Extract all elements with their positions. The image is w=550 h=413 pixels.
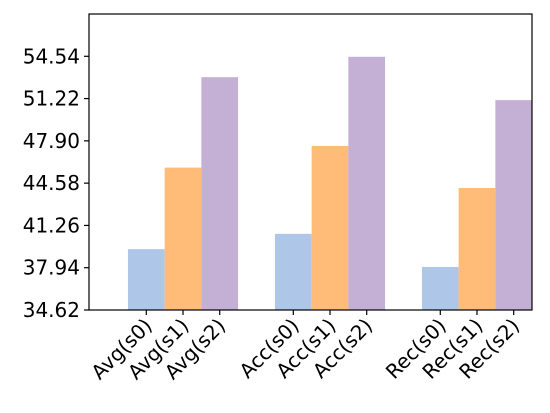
bars-layer [127,56,533,310]
x-axis-ticks: Avg(s0)Avg(s1)Avg(s2) Acc(s0)Acc(s1)Acc(s… [86,310,524,384]
bar-avgs2 [201,77,239,310]
bar-avgs0 [127,249,165,310]
y-axis-ticks: 34.62 37.94 41.26 44.58 47.90 51.22 54.54 [23,44,89,322]
y-tick-label: 37.94 [23,256,80,280]
bar-recs1 [458,187,496,310]
y-tick-label: 54.54 [23,44,80,68]
plot-frame [88,13,533,311]
bar-accs0 [274,233,312,310]
bar-avgs1 [164,167,202,310]
y-tick-label: 44.58 [23,171,80,195]
bar-accs2 [348,56,386,310]
y-tick-label: 41.26 [23,213,80,237]
bar-accs1 [311,145,349,310]
bar-recs2 [495,100,533,310]
y-tick-label: 51.22 [23,87,80,111]
y-tick-label: 34.62 [23,298,80,322]
bar-recs0 [421,266,459,310]
y-tick-label: 47.90 [23,129,80,153]
